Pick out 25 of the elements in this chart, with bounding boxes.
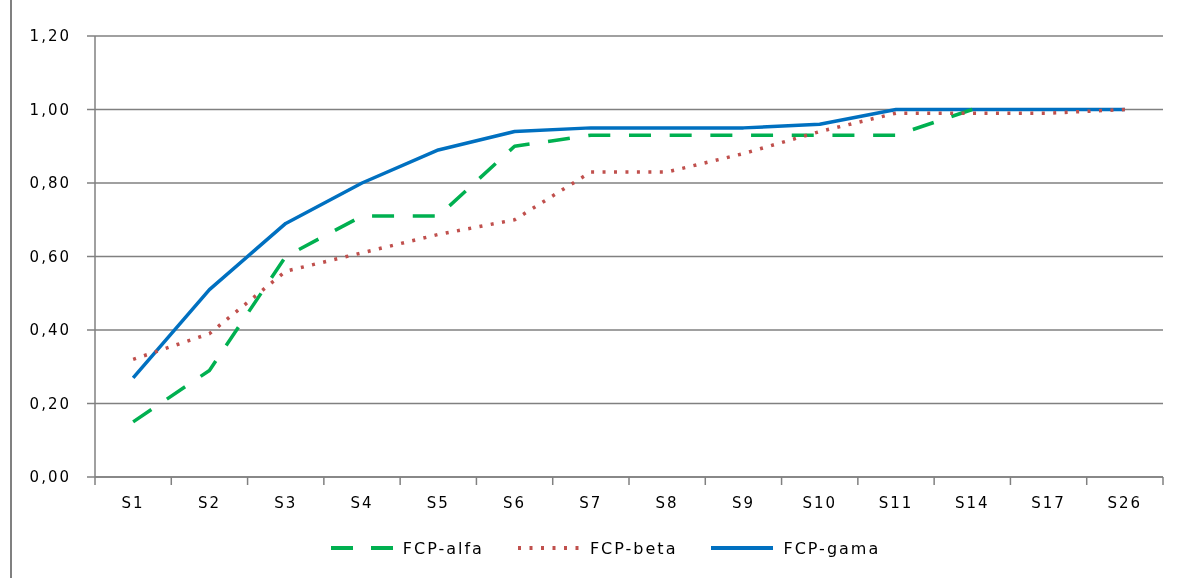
x-tick-label: S2 xyxy=(197,493,221,512)
line-series xyxy=(131,107,975,424)
x-tick-label: S14 xyxy=(954,493,990,512)
y-tick-label: 0,40 xyxy=(29,321,71,340)
x-tick-label: S8 xyxy=(655,493,679,512)
x-tick-label: S9 xyxy=(731,493,755,512)
x-tick-label: S1 xyxy=(121,493,145,512)
y-tick-label: 0,60 xyxy=(29,247,71,266)
y-tick-label: 1,20 xyxy=(29,27,71,46)
legend-label: FCP-gama xyxy=(783,538,881,558)
legend-label: FCP-alfa xyxy=(402,538,484,558)
y-tick-label: 0,80 xyxy=(29,174,71,193)
x-tick-label: S6 xyxy=(503,493,527,512)
x-tick-label: S5 xyxy=(426,493,450,512)
y-tick-label: 1,00 xyxy=(29,100,71,119)
x-tick-label: S3 xyxy=(274,493,298,512)
x-tick-label: S26 xyxy=(1107,493,1143,512)
x-tick-label: S11 xyxy=(878,493,914,512)
x-tick-label: S4 xyxy=(350,493,374,512)
y-tick-label: 0,20 xyxy=(29,394,71,413)
y-tick-label: 0,00 xyxy=(29,468,71,487)
x-tick-label: S7 xyxy=(579,493,603,512)
x-tick-label: S10 xyxy=(802,493,838,512)
legend-label: FCP-beta xyxy=(589,538,678,558)
x-tick-label: S17 xyxy=(1031,493,1066,512)
